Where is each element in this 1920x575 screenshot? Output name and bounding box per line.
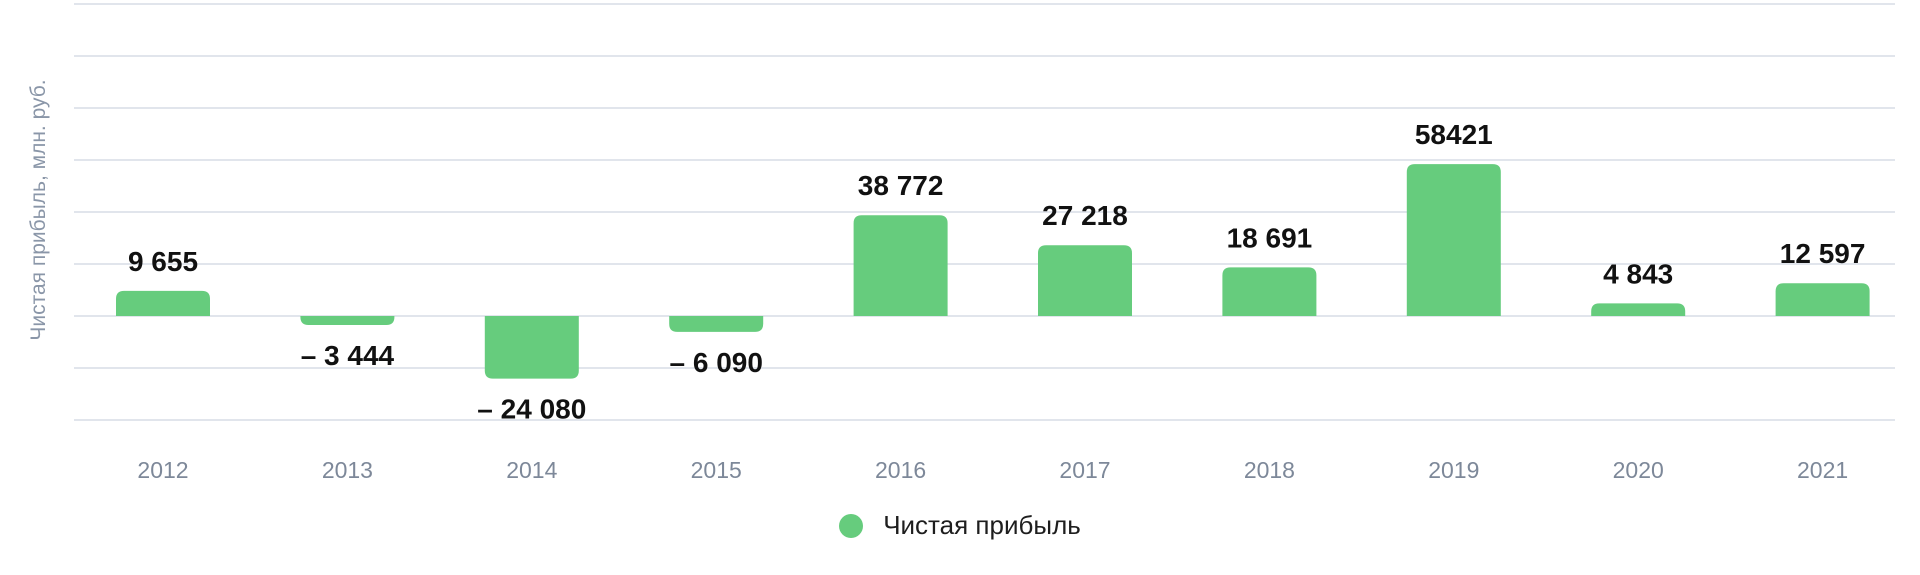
legend: Чистая прибыль xyxy=(0,510,1920,541)
x-tick-2017: 2017 xyxy=(1059,457,1110,483)
value-label-2014: – 24 080 xyxy=(477,394,586,425)
value-label-2018: 18 691 xyxy=(1227,222,1313,253)
value-label-2013: – 3 444 xyxy=(301,340,395,371)
x-tick-2013: 2013 xyxy=(322,457,373,483)
bar-2021 xyxy=(1775,283,1870,316)
x-tick-2015: 2015 xyxy=(691,457,742,483)
x-tick-2012: 2012 xyxy=(137,457,188,483)
value-label-2017: 27 218 xyxy=(1042,200,1128,231)
x-tick-2016: 2016 xyxy=(875,457,926,483)
bar-2020 xyxy=(1591,303,1686,316)
x-tick-2020: 2020 xyxy=(1613,457,1664,483)
legend-swatch xyxy=(839,513,864,538)
value-label-2012: 9 655 xyxy=(128,246,198,277)
x-tick-2021: 2021 xyxy=(1797,457,1848,483)
value-label-2015: – 6 090 xyxy=(669,347,762,378)
value-label-2021: 12 597 xyxy=(1780,238,1866,269)
bar-2012 xyxy=(116,290,210,316)
value-label-2019: 58421 xyxy=(1415,119,1493,150)
legend-label: Чистая прибыль xyxy=(883,510,1081,540)
bar-2019 xyxy=(1406,164,1501,316)
x-tick-layer: 2012 2013 2014 2015 2016 2017 2018 2019 2020 2021 xyxy=(137,457,1848,483)
bar-2017 xyxy=(1038,245,1132,316)
value-label-layer: 9 655 – 3 444 – 24 080 – 6 090 38 772 27 218 1… xyxy=(128,119,1865,425)
bar-2018 xyxy=(1222,267,1317,316)
bar-2014 xyxy=(484,316,579,379)
x-tick-2014: 2014 xyxy=(506,457,557,483)
value-label-2016: 38 772 xyxy=(858,170,944,201)
y-axis-label: Чистая прибыль, млн. руб. xyxy=(27,79,50,341)
x-tick-2019: 2019 xyxy=(1428,457,1479,483)
x-tick-2018: 2018 xyxy=(1244,457,1295,483)
bar-2015 xyxy=(669,316,764,332)
bar-2013 xyxy=(300,316,395,325)
value-label-2020: 4 843 xyxy=(1603,258,1673,289)
bar-layer xyxy=(116,164,1870,379)
bar-2016 xyxy=(853,215,948,316)
